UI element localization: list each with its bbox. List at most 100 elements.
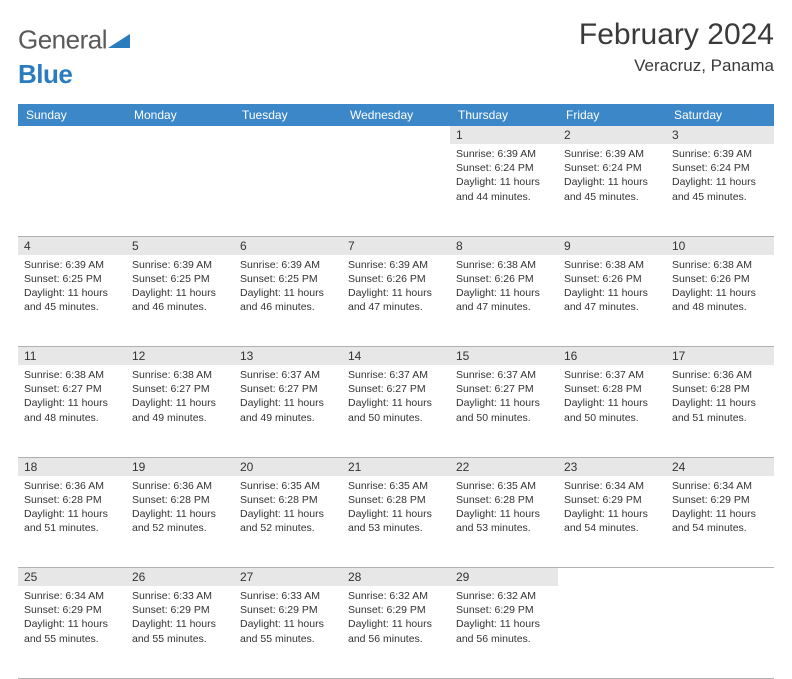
calendar-cell-daynum xyxy=(558,568,666,587)
daylight-text: Daylight: 11 hours and 50 minutes. xyxy=(564,396,660,424)
calendar-cell: Sunrise: 6:34 AMSunset: 6:29 PMDaylight:… xyxy=(558,476,666,568)
logo-part2: Blue xyxy=(18,59,72,89)
sunrise-text: Sunrise: 6:34 AM xyxy=(564,479,660,493)
calendar-cell: Sunrise: 6:39 AMSunset: 6:25 PMDaylight:… xyxy=(126,255,234,347)
calendar-cell: Sunrise: 6:35 AMSunset: 6:28 PMDaylight:… xyxy=(234,476,342,568)
sunset-text: Sunset: 6:28 PM xyxy=(240,493,336,507)
day-header: Friday xyxy=(558,104,666,126)
sunset-text: Sunset: 6:28 PM xyxy=(24,493,120,507)
sunset-text: Sunset: 6:26 PM xyxy=(672,272,768,286)
sunset-text: Sunset: 6:27 PM xyxy=(348,382,444,396)
daylight-text: Daylight: 11 hours and 50 minutes. xyxy=(348,396,444,424)
sunrise-text: Sunrise: 6:35 AM xyxy=(240,479,336,493)
calendar-cell-daynum xyxy=(342,126,450,144)
calendar-cell xyxy=(18,144,126,236)
sunrise-text: Sunrise: 6:32 AM xyxy=(456,589,552,603)
day-header: Tuesday xyxy=(234,104,342,126)
calendar-cell-daynum: 29 xyxy=(450,568,558,587)
sunset-text: Sunset: 6:24 PM xyxy=(456,161,552,175)
sunrise-text: Sunrise: 6:38 AM xyxy=(24,368,120,382)
calendar-cell-daynum: 19 xyxy=(126,457,234,476)
sunrise-text: Sunrise: 6:34 AM xyxy=(24,589,120,603)
calendar-cell: Sunrise: 6:39 AMSunset: 6:25 PMDaylight:… xyxy=(18,255,126,347)
calendar-cell: Sunrise: 6:37 AMSunset: 6:27 PMDaylight:… xyxy=(234,365,342,457)
daylight-text: Daylight: 11 hours and 52 minutes. xyxy=(132,507,228,535)
calendar-cell-daynum: 11 xyxy=(18,347,126,366)
calendar-cell: Sunrise: 6:34 AMSunset: 6:29 PMDaylight:… xyxy=(666,476,774,568)
sunset-text: Sunset: 6:28 PM xyxy=(672,382,768,396)
calendar-cell: Sunrise: 6:32 AMSunset: 6:29 PMDaylight:… xyxy=(450,586,558,678)
calendar-cell-daynum: 4 xyxy=(18,236,126,255)
sunrise-text: Sunrise: 6:38 AM xyxy=(132,368,228,382)
daylight-text: Daylight: 11 hours and 47 minutes. xyxy=(348,286,444,314)
calendar-cell-daynum: 9 xyxy=(558,236,666,255)
calendar-cell-daynum: 20 xyxy=(234,457,342,476)
page-subtitle: Veracruz, Panama xyxy=(579,56,774,76)
calendar-cell xyxy=(234,144,342,236)
calendar-cell: Sunrise: 6:34 AMSunset: 6:29 PMDaylight:… xyxy=(18,586,126,678)
calendar-cell xyxy=(558,586,666,678)
calendar-cell-daynum: 13 xyxy=(234,347,342,366)
calendar-cell-daynum: 8 xyxy=(450,236,558,255)
sunset-text: Sunset: 6:29 PM xyxy=(240,603,336,617)
calendar-cell: Sunrise: 6:35 AMSunset: 6:28 PMDaylight:… xyxy=(450,476,558,568)
calendar-cell-daynum: 2 xyxy=(558,126,666,144)
calendar-cell-daynum: 15 xyxy=(450,347,558,366)
sunrise-text: Sunrise: 6:37 AM xyxy=(348,368,444,382)
calendar-cell-daynum xyxy=(126,126,234,144)
calendar-cell-daynum: 12 xyxy=(126,347,234,366)
calendar-cell-daynum: 16 xyxy=(558,347,666,366)
sunrise-text: Sunrise: 6:39 AM xyxy=(456,147,552,161)
daylight-text: Daylight: 11 hours and 49 minutes. xyxy=(132,396,228,424)
daylight-text: Daylight: 11 hours and 55 minutes. xyxy=(240,617,336,645)
calendar-head-row: SundayMondayTuesdayWednesdayThursdayFrid… xyxy=(18,104,774,126)
sunrise-text: Sunrise: 6:39 AM xyxy=(24,258,120,272)
calendar-cell-daynum: 14 xyxy=(342,347,450,366)
daylight-text: Daylight: 11 hours and 52 minutes. xyxy=(240,507,336,535)
calendar-cell-daynum xyxy=(666,568,774,587)
sunset-text: Sunset: 6:29 PM xyxy=(348,603,444,617)
calendar-cell: Sunrise: 6:38 AMSunset: 6:26 PMDaylight:… xyxy=(666,255,774,347)
sunset-text: Sunset: 6:28 PM xyxy=(132,493,228,507)
sunset-text: Sunset: 6:27 PM xyxy=(456,382,552,396)
day-header: Monday xyxy=(126,104,234,126)
sunrise-text: Sunrise: 6:33 AM xyxy=(132,589,228,603)
calendar-cell-daynum: 6 xyxy=(234,236,342,255)
sunset-text: Sunset: 6:29 PM xyxy=(24,603,120,617)
logo-text: GeneralBlue xyxy=(18,24,131,90)
day-header: Wednesday xyxy=(342,104,450,126)
daylight-text: Daylight: 11 hours and 47 minutes. xyxy=(456,286,552,314)
calendar-cell: Sunrise: 6:38 AMSunset: 6:26 PMDaylight:… xyxy=(450,255,558,347)
daylight-text: Daylight: 11 hours and 50 minutes. xyxy=(456,396,552,424)
sunset-text: Sunset: 6:29 PM xyxy=(564,493,660,507)
sunrise-text: Sunrise: 6:39 AM xyxy=(564,147,660,161)
calendar-cell-daynum: 26 xyxy=(126,568,234,587)
calendar-cell: Sunrise: 6:39 AMSunset: 6:26 PMDaylight:… xyxy=(342,255,450,347)
daylight-text: Daylight: 11 hours and 51 minutes. xyxy=(24,507,120,535)
calendar-table: SundayMondayTuesdayWednesdayThursdayFrid… xyxy=(18,104,774,679)
daylight-text: Daylight: 11 hours and 47 minutes. xyxy=(564,286,660,314)
calendar-cell-daynum: 27 xyxy=(234,568,342,587)
sunset-text: Sunset: 6:28 PM xyxy=(456,493,552,507)
calendar-cell-daynum xyxy=(18,126,126,144)
calendar-cell: Sunrise: 6:38 AMSunset: 6:26 PMDaylight:… xyxy=(558,255,666,347)
calendar-cell-daynum xyxy=(234,126,342,144)
calendar-cell: Sunrise: 6:33 AMSunset: 6:29 PMDaylight:… xyxy=(234,586,342,678)
sunset-text: Sunset: 6:24 PM xyxy=(564,161,660,175)
sunset-text: Sunset: 6:25 PM xyxy=(240,272,336,286)
daylight-text: Daylight: 11 hours and 46 minutes. xyxy=(240,286,336,314)
sunset-text: Sunset: 6:26 PM xyxy=(348,272,444,286)
calendar-cell: Sunrise: 6:37 AMSunset: 6:27 PMDaylight:… xyxy=(342,365,450,457)
sunrise-text: Sunrise: 6:37 AM xyxy=(456,368,552,382)
header: GeneralBlue February 2024 Veracruz, Pana… xyxy=(18,18,774,90)
sunrise-text: Sunrise: 6:37 AM xyxy=(240,368,336,382)
sunrise-text: Sunrise: 6:37 AM xyxy=(564,368,660,382)
sunrise-text: Sunrise: 6:33 AM xyxy=(240,589,336,603)
title-block: February 2024 Veracruz, Panama xyxy=(579,18,774,76)
daylight-text: Daylight: 11 hours and 48 minutes. xyxy=(24,396,120,424)
calendar-cell: Sunrise: 6:36 AMSunset: 6:28 PMDaylight:… xyxy=(666,365,774,457)
daylight-text: Daylight: 11 hours and 49 minutes. xyxy=(240,396,336,424)
calendar-cell-daynum: 7 xyxy=(342,236,450,255)
calendar-cell-daynum: 21 xyxy=(342,457,450,476)
sunrise-text: Sunrise: 6:38 AM xyxy=(672,258,768,272)
